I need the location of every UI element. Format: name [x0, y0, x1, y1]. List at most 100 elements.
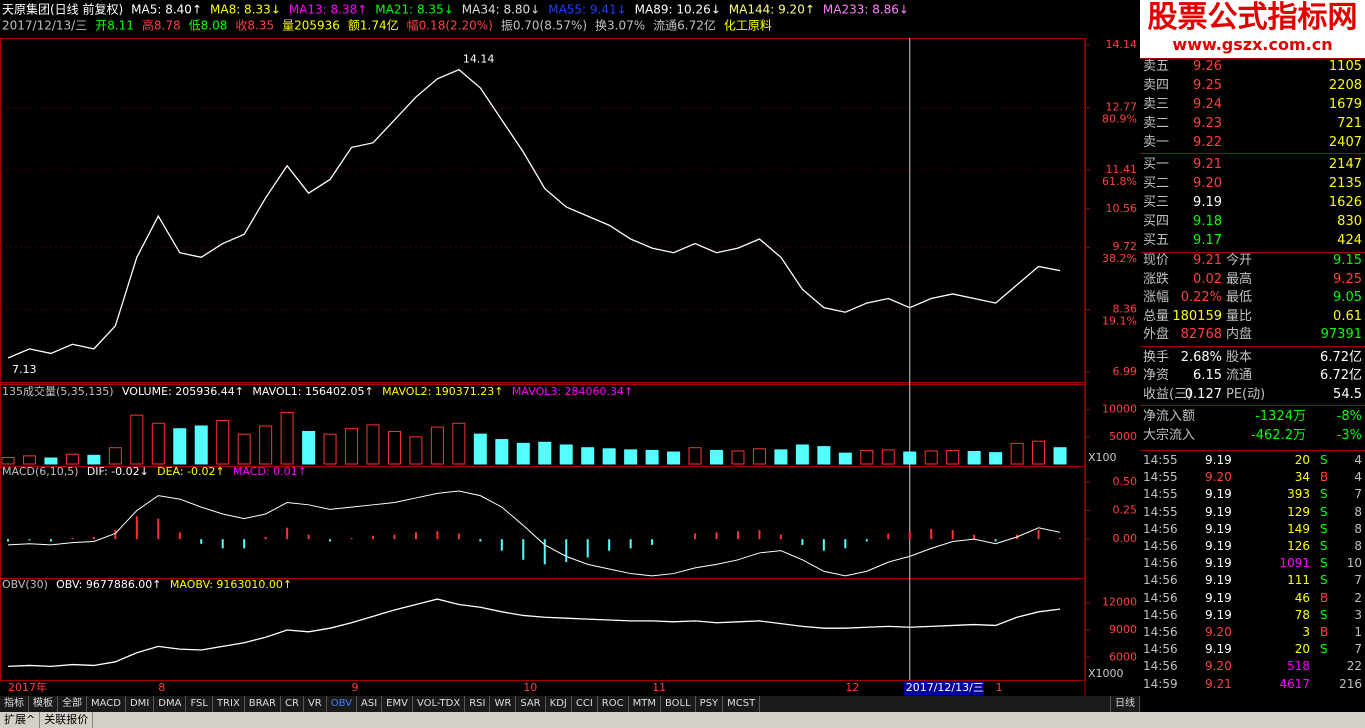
- indicator-tab[interactable]: 全部: [58, 696, 87, 712]
- indicator-tabs: 指标 模板 全部 MACD DMI DMA FSL TRIX BRAR CR VR OBV ASI EMV…: [0, 696, 1140, 712]
- volume-bar: [65, 453, 79, 465]
- tick-time: 14:55: [1143, 504, 1178, 519]
- volume-bar: [108, 447, 122, 465]
- panel-title: DIF: -0.02↓: [87, 465, 149, 478]
- indicator-tab[interactable]: CR: [281, 696, 304, 712]
- period-tab[interactable]: 日线: [1110, 696, 1140, 712]
- flow-label: 大宗流入: [1143, 428, 1196, 443]
- tick-count: 4: [1354, 470, 1362, 485]
- header-item: MA21: 8.35↓: [375, 3, 453, 17]
- tick-volume: 393: [1287, 487, 1310, 502]
- book-volume: 424: [1337, 233, 1362, 248]
- indicator-tab[interactable]: BRAR: [245, 696, 281, 712]
- indicator-tab[interactable]: EMV: [382, 696, 413, 712]
- volume-bar: [946, 449, 960, 465]
- fib-label: 61.8%: [1102, 175, 1137, 188]
- volume-bar: [795, 444, 809, 465]
- book-price: 9.24: [1193, 97, 1222, 112]
- header-item: 额1.74亿: [348, 18, 399, 33]
- flow-value: -1324万: [1255, 409, 1306, 424]
- volume-bar: [151, 422, 165, 465]
- tick-time: 14:59: [1143, 676, 1178, 691]
- y-tick-label: 0.25: [1113, 504, 1138, 517]
- volume-bar: [345, 428, 359, 465]
- indicator-tab[interactable]: FSL: [186, 696, 213, 712]
- panel-frame: [0, 38, 1086, 383]
- panel-frame: [0, 578, 1086, 681]
- volume-bar: [860, 449, 874, 465]
- indicator-tab[interactable]: DMA: [154, 696, 187, 712]
- flow-pct: -8%: [1336, 409, 1362, 424]
- book-label: 卖五: [1143, 59, 1170, 74]
- x-tick-label: 2017/12/13/三: [906, 681, 984, 694]
- indicator-tab[interactable]: TRIX: [213, 696, 245, 712]
- volume-bar: [516, 442, 530, 465]
- stat-label: 外盘: [1143, 327, 1170, 342]
- tick-volume: 1091: [1279, 556, 1310, 571]
- cursor-label-bg: [903, 681, 984, 695]
- indicator-tab[interactable]: MCST: [723, 696, 761, 712]
- volume-bar: [1010, 442, 1024, 465]
- footer-button[interactable]: 扩展^: [0, 712, 41, 728]
- indicator-tab[interactable]: DMI: [126, 696, 155, 712]
- divider: [1140, 405, 1365, 406]
- header-item: 高8.78: [142, 18, 181, 33]
- indicator-tab[interactable]: RSI: [465, 696, 491, 712]
- indicator-tab[interactable]: PSY: [696, 696, 724, 712]
- indicator-tab[interactable]: OBV: [327, 696, 357, 712]
- volume-bar: [366, 424, 380, 465]
- volume-bar: [688, 447, 702, 465]
- panel-title: OBV: 9677886.00↑: [56, 578, 161, 591]
- indicator-tab[interactable]: 模板: [29, 696, 58, 712]
- fib-label: 80.9%: [1102, 113, 1137, 126]
- stat-value: 6.15: [1193, 368, 1222, 383]
- book-volume: 2407: [1328, 135, 1362, 150]
- volume-bar: [452, 422, 466, 465]
- x-tick-label: 2017年: [8, 680, 47, 694]
- tick-time: 14:55: [1143, 487, 1178, 502]
- tick-time: 14:56: [1143, 607, 1178, 622]
- header-item: MA8: 8.33↓: [210, 3, 281, 17]
- stat-label: 涨幅: [1143, 290, 1170, 305]
- stat-value: 9.05: [1333, 290, 1362, 305]
- indicator-tab[interactable]: VOL-TDX: [413, 696, 466, 712]
- stat-label: 收益(三): [1143, 386, 1193, 402]
- volume-bar: [173, 428, 187, 465]
- indicator-tab[interactable]: KDJ: [546, 696, 572, 712]
- volume-bar: [216, 420, 230, 465]
- volume-bar: [409, 436, 423, 465]
- tick-count: 216: [1339, 676, 1362, 691]
- header-item: MA55: 9.41↓: [548, 3, 626, 17]
- stat-label: 净资: [1143, 368, 1170, 383]
- tick-volume: 111: [1287, 573, 1310, 588]
- tick-count: 8: [1354, 504, 1362, 519]
- indicator-tab[interactable]: ASI: [357, 696, 383, 712]
- indicator-tab[interactable]: ROC: [598, 696, 629, 712]
- header-item: 幅0.18(2.20%): [407, 18, 493, 33]
- stat-label: 最高: [1226, 271, 1253, 287]
- volume-bar: [559, 444, 573, 465]
- tick-volume: 149: [1287, 521, 1310, 536]
- stat-label: 今开: [1226, 253, 1253, 268]
- indicator-tab[interactable]: WR: [490, 696, 517, 712]
- panel-title: DEA: -0.02↑: [157, 465, 225, 478]
- dif-line: [7, 490, 1061, 577]
- tick-price: 9.20: [1205, 659, 1232, 674]
- indicator-tab[interactable]: 指标: [0, 696, 29, 712]
- volume-bar: [710, 449, 724, 465]
- stat-value: 0.22%: [1180, 290, 1222, 305]
- x-tick-label: 1: [996, 681, 1003, 694]
- low-annotation: 7.13: [12, 363, 37, 376]
- indicator-tab[interactable]: MTM: [629, 696, 661, 712]
- book-volume: 1679: [1328, 97, 1362, 112]
- y-tick-label: 6.99: [1113, 365, 1138, 378]
- indicator-tab[interactable]: CCI: [572, 696, 598, 712]
- indicator-tab[interactable]: BOLL: [661, 696, 696, 712]
- x-tick-label: 9: [352, 681, 359, 694]
- indicator-tab[interactable]: MACD: [87, 696, 126, 712]
- footer-button[interactable]: 关联报价: [40, 712, 94, 728]
- x-tick-label: 11: [652, 681, 666, 694]
- divider: [1140, 346, 1365, 347]
- indicator-tab[interactable]: SAR: [516, 696, 546, 712]
- indicator-tab[interactable]: VR: [304, 696, 327, 712]
